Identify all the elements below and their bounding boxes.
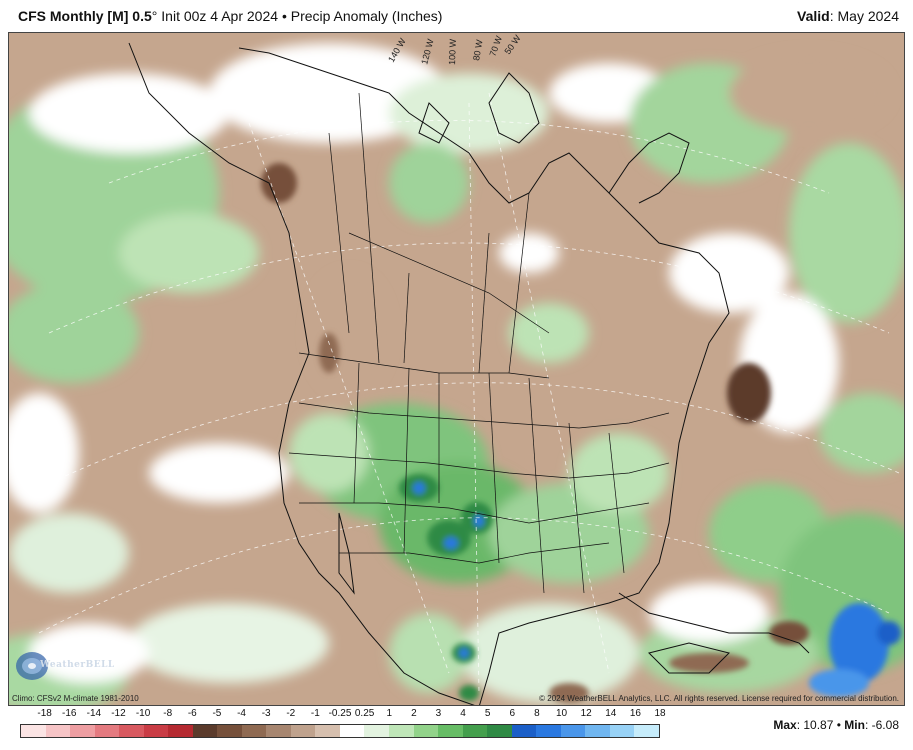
colorbar-segment: [143, 725, 169, 737]
map-header: CFS Monthly [M] 0.5° Init 00z 4 Apr 2024…: [0, 0, 913, 32]
anomaly-shading: [9, 43, 904, 705]
colorbar-segment: [241, 725, 267, 737]
model-label: CFS Monthly [M] 0.5: [18, 8, 152, 24]
colorbar-tick-label: 10: [555, 708, 568, 719]
colorbar-segment: [413, 725, 439, 737]
colorbar-tick-label: 4: [460, 708, 466, 719]
lon-label: 100 W: [447, 38, 458, 65]
colorbar-tick-label: -2: [286, 708, 296, 719]
coastlines: [128, 42, 810, 705]
colorbar-tick-label: -6: [187, 708, 197, 719]
colorbar-segment: [364, 725, 389, 737]
min-value: -6.08: [871, 718, 899, 732]
colorbar-segment: [388, 725, 414, 737]
colorbar-tick-label: -18: [37, 708, 52, 719]
colorbar-segment: [94, 725, 120, 737]
colorbar-tick-label: -3: [261, 708, 271, 719]
colorbar-tick-label: -14: [86, 708, 102, 719]
colorbar-segment: [585, 725, 610, 737]
colorbar-tick-label: 8: [534, 708, 540, 719]
colorbar-tick-label: -12: [111, 708, 126, 719]
colorbar-tick-label: 16: [629, 708, 641, 719]
map-panel: 140 W 120 W 100 W 80 W 70 W 50 W: [8, 32, 905, 706]
colorbar-segment: [21, 725, 46, 737]
min-label: Min: [844, 718, 865, 732]
footer-strip: Climo: CFSv2 M-climate 1981-2010 © 2024 …: [0, 690, 913, 706]
title-right: Valid: May 2024: [797, 8, 899, 24]
colorbar-segment: [438, 725, 463, 737]
colorbar-tick-label: -16: [61, 708, 77, 719]
colorbar-tick-label: 5: [484, 708, 491, 719]
bullet-separator: •: [281, 8, 287, 24]
bullet-separator: •: [836, 718, 841, 732]
colorbar-segment: [266, 725, 291, 737]
state-borders: [288, 92, 670, 594]
colorbar-segment: [487, 725, 512, 737]
lon-label: 80 W: [471, 38, 485, 61]
colorbar-segment: [536, 725, 561, 737]
product-name: Precip Anomaly (Inches): [290, 8, 443, 24]
colorbar-segment: [45, 725, 71, 737]
colorbar: [20, 724, 660, 738]
colorbar-tick-label: -8: [163, 708, 173, 719]
copyright-note: © 2024 WeatherBELL Analytics, LLC. All r…: [539, 693, 899, 703]
colorbar-segment: [192, 725, 218, 737]
weatherbell-logo: WeatherBELL: [14, 648, 114, 684]
valid-label: Valid: [797, 8, 830, 24]
colorbar-legend: -18 -16 -14 -12 -10 -8 -6 -5 -4 -3 -2 -1 -0.25 0.25 1 2…: [20, 708, 666, 748]
logo-swirl-icon: [16, 652, 48, 680]
colorbar-tick-label: -10: [135, 708, 151, 719]
colorbar-segment: [119, 725, 144, 737]
colorbar-segment: [462, 725, 488, 737]
colorbar-segment: [511, 725, 537, 737]
max-label: Max: [773, 718, 797, 732]
colorbar-tick-label: -4: [237, 708, 246, 719]
colorbar-labels: -18 -16 -14 -12 -10 -8 -6 -5 -4 -3 -2 -1 -0.25 0.25 1 2…: [20, 708, 665, 722]
colorbar-tick-label: 0.25: [354, 708, 375, 719]
colorbar-tick-label: 3: [435, 708, 442, 719]
colorbar-tick-label: 14: [605, 708, 617, 719]
valid-value: May 2024: [837, 8, 899, 24]
colorbar-segment: [609, 725, 635, 737]
colorbar-segment: [634, 725, 659, 737]
max-value: 10.87: [803, 718, 834, 732]
init-text: Init 00z 4 Apr 2024: [161, 8, 279, 24]
colorbar-tick-label: 12: [580, 708, 592, 719]
colorbar-tick-label: -0.25: [328, 708, 352, 719]
anomaly-map: 140 W 120 W 100 W 80 W 70 W 50 W: [9, 33, 904, 705]
colorbar-tick-label: 2: [411, 708, 417, 719]
max-min-readout: Max: 10.87 • Min: -6.08: [773, 718, 899, 732]
colorbar-tick-label: 1: [386, 708, 392, 719]
colorbar-tick-label: -5: [212, 708, 222, 719]
colorbar-segment: [70, 725, 95, 737]
colorbar-segment: [315, 725, 340, 737]
colorbar-segment: [168, 725, 193, 737]
climo-note: Climo: CFSv2 M-climate 1981-2010: [12, 693, 139, 703]
colorbar-segment: [290, 725, 316, 737]
degree-sign: °: [151, 8, 158, 24]
logo-text: WeatherBELL: [40, 660, 115, 670]
colorbar-tick-label: 18: [654, 708, 666, 719]
colorbar-tick-label: -1: [310, 708, 320, 719]
graticule: [28, 92, 900, 694]
title-left: CFS Monthly [M] 0.5° Init 00z 4 Apr 2024…: [18, 8, 442, 24]
anomaly-peaks: [261, 163, 901, 703]
colorbar-segment: [217, 725, 242, 737]
colorbar-segment: [560, 725, 586, 737]
colorbar-tick-label: 6: [509, 708, 516, 719]
colorbar-segment: [339, 725, 365, 737]
